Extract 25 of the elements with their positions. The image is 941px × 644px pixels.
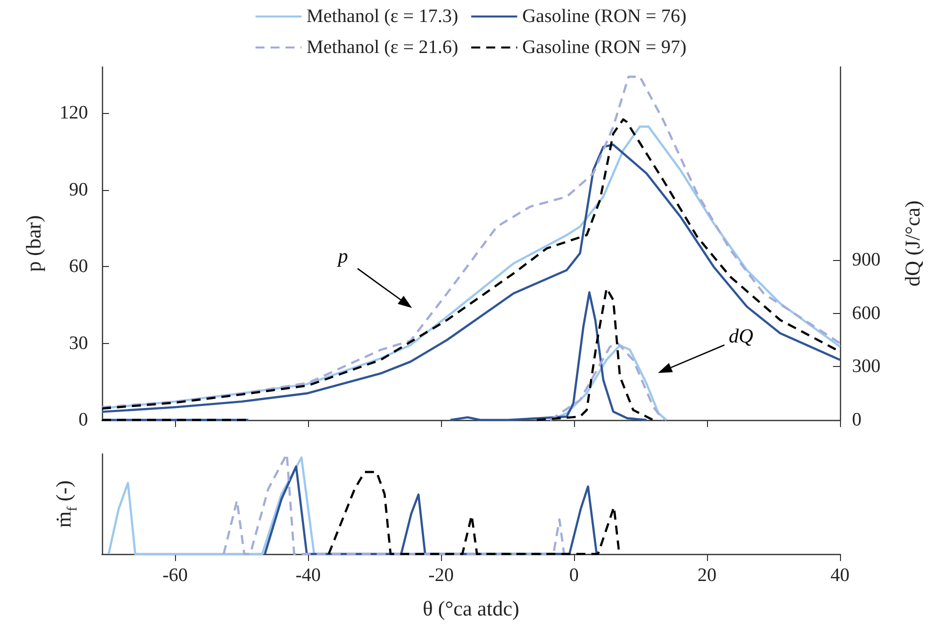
x-tick-label: 40	[830, 565, 850, 586]
y2-tick-label: 300	[852, 356, 880, 378]
y-tick-label: 30	[69, 332, 88, 354]
legend-label: Methanol (ε = 17.3)	[306, 6, 458, 27]
x-tick-label: 20	[698, 565, 717, 586]
y-axis-title: ṁf (-)	[52, 480, 80, 528]
legend-label: Methanol (ε = 21.6)	[306, 37, 458, 58]
y-tick-label: 0	[78, 410, 88, 430]
legend-label: Gasoline (RON = 97)	[522, 37, 686, 58]
x-tick-label: -20	[428, 565, 454, 586]
x-tick-label: -40	[295, 565, 321, 586]
y2-tick-label: 900	[852, 250, 880, 271]
y-tick-label: 90	[69, 179, 88, 200]
y-axis-title: p (bar)	[22, 215, 46, 272]
y-tick-label: 120	[60, 102, 88, 124]
legend-label: Gasoline (RON = 76)	[522, 6, 686, 27]
annotation: p	[336, 246, 348, 268]
x-tick-label: -60	[162, 565, 188, 586]
y2-tick-label: 600	[852, 302, 880, 324]
y2-axis-title: dQ (J/°ca)	[900, 200, 924, 286]
x-axis-title: θ (°ca atdc)	[422, 596, 520, 620]
x-tick-label: 0	[569, 565, 579, 586]
annotation: dQ	[728, 326, 754, 348]
y-tick-label: 60	[69, 256, 88, 278]
y2-tick-label: 0	[852, 410, 862, 430]
